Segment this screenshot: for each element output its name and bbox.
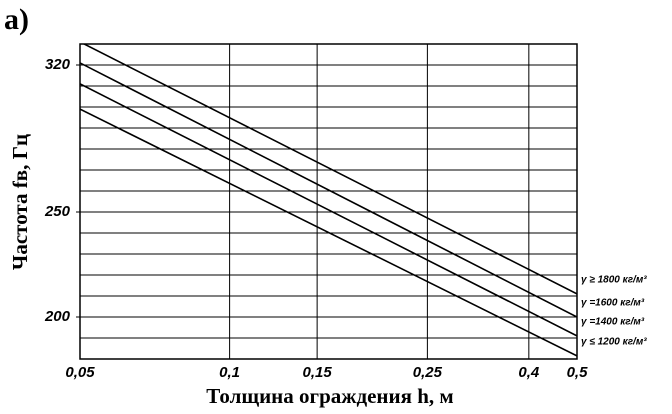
legend-label: γ =1400 кг/м³ <box>581 317 645 328</box>
x-tick-label: 0,5 <box>567 364 589 381</box>
legend-label: γ =1600 кг/м³ <box>581 298 645 309</box>
x-tick-label: 0,15 <box>303 364 333 381</box>
y-tick-label: 250 <box>44 203 71 220</box>
y-axis-label: Частота fв, Гц <box>8 134 32 270</box>
x-tick-label: 0,4 <box>518 364 540 381</box>
series-line <box>80 83 577 337</box>
x-axis-label: Толщина ограждения h, м <box>206 384 453 408</box>
legend-label: γ ≤ 1200 кг/м³ <box>581 336 647 347</box>
legend-label: γ ≥ 1800 кг/м³ <box>581 275 647 286</box>
series-line <box>82 44 577 295</box>
y-tick-label: 200 <box>44 308 71 325</box>
y-tick-label: 320 <box>45 56 71 73</box>
x-tick-label: 0,25 <box>413 364 443 381</box>
chart-title: а) <box>4 3 29 36</box>
x-tick-label: 0,05 <box>65 364 95 381</box>
series-line <box>80 108 577 357</box>
plot-frame <box>79 43 578 360</box>
x-tick-label: 0,1 <box>219 364 240 381</box>
series-line <box>80 62 577 318</box>
